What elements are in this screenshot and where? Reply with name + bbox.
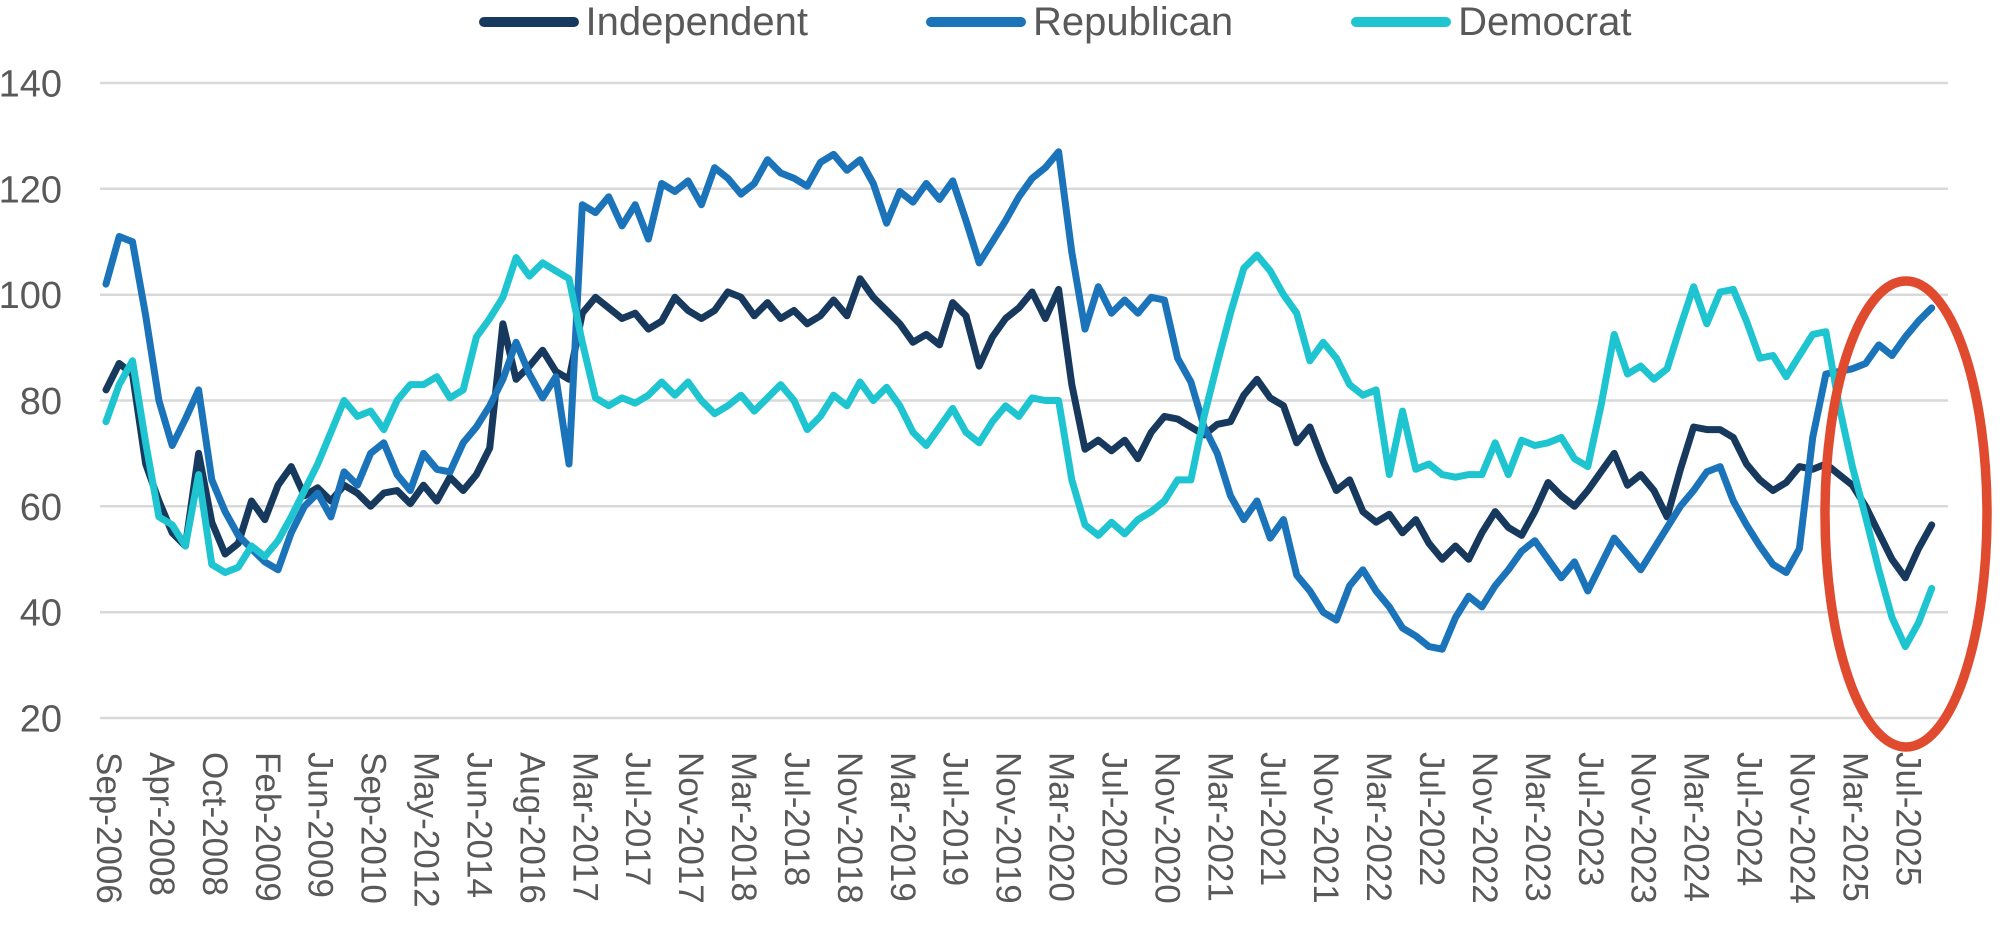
legend-label-democrat: Democrat (1458, 0, 1632, 44)
x-tick-label: Jul-2024 (1730, 752, 1769, 886)
x-tick-label: Nov-2024 (1782, 752, 1821, 904)
x-tick-label: Mar-2017 (565, 752, 604, 902)
y-tick-label: 20 (20, 699, 62, 741)
x-tick-label: Nov-2017 (671, 752, 710, 904)
x-tick-label: Apr-2008 (142, 752, 181, 896)
x-tick-label: Nov-2019 (989, 752, 1028, 904)
x-tick-label: Mar-2018 (724, 752, 763, 902)
x-tick-label: Jul-2017 (618, 752, 657, 886)
y-tick-label: 100 (0, 275, 62, 317)
x-tick-label: Nov-2020 (1147, 752, 1186, 904)
independent-line-swatch-icon (478, 17, 579, 27)
x-tick-label: Jul-2021 (1253, 752, 1292, 886)
republican-line-swatch-icon (925, 17, 1026, 27)
x-tick-label: Jul-2025 (1888, 752, 1927, 886)
x-tick-label: May-2012 (407, 752, 446, 908)
x-tick-label: Sep-2010 (354, 752, 393, 904)
legend: Independent Republican Democrat (55, 2, 2000, 42)
x-tick-label: Mar-2024 (1677, 752, 1716, 902)
legend-label-republican: Republican (1032, 0, 1234, 44)
x-tick-label: Nov-2021 (1306, 752, 1345, 904)
x-tick-label: Mar-2020 (1042, 752, 1081, 902)
democrat-line-swatch-icon (1351, 17, 1452, 27)
series-line-republican (102, 148, 1936, 653)
series-line-independent (102, 275, 1936, 582)
x-tick-label: Feb-2009 (248, 752, 287, 902)
x-tick-label: Oct-2008 (195, 752, 234, 896)
y-axis-labels: 20 40 60 80 100 120 140 (0, 64, 62, 741)
y-tick-label: 140 (0, 64, 62, 106)
x-tick-label: Mar-2025 (1835, 752, 1874, 902)
legend-item-independent: Independent (478, 0, 808, 44)
x-tick-label: Nov-2022 (1465, 752, 1504, 904)
x-tick-label: Mar-2021 (1200, 752, 1239, 902)
x-tick-label: Jul-2023 (1571, 752, 1610, 886)
y-tick-label: 120 (0, 169, 62, 211)
y-tick-label: 80 (20, 381, 62, 423)
x-tick-label: Aug-2016 (512, 752, 551, 904)
x-tick-label: Nov-2023 (1624, 752, 1663, 904)
gridlines (100, 81, 1948, 720)
x-tick-label: Jul-2018 (777, 752, 816, 886)
x-axis-labels: Sep-2006 Apr-2008 Oct-2008 Feb-2009 Jun-2009… (89, 752, 1927, 908)
x-tick-label: Nov-2018 (830, 752, 869, 904)
x-tick-label: Jun-2009 (301, 752, 340, 898)
legend-item-republican: Republican (925, 0, 1234, 44)
y-tick-label: 60 (20, 487, 62, 529)
x-tick-label: Mar-2022 (1359, 752, 1398, 902)
legend-item-democrat: Democrat (1351, 2, 1631, 42)
series-line-democrat (102, 251, 1936, 651)
x-tick-label: Mar-2019 (883, 752, 922, 902)
x-tick-label: Jul-2020 (1095, 752, 1134, 886)
x-tick-label: Mar-2023 (1518, 752, 1557, 902)
x-tick-label: Jul-2022 (1412, 752, 1451, 886)
annotation-ellipse (1820, 276, 1992, 752)
legend-label-independent: Independent (585, 0, 808, 44)
x-tick-label: Jul-2019 (936, 752, 975, 886)
x-tick-label: Jun-2014 (459, 752, 498, 898)
y-tick-label: 40 (20, 593, 62, 635)
x-tick-label: Sep-2006 (89, 752, 128, 904)
